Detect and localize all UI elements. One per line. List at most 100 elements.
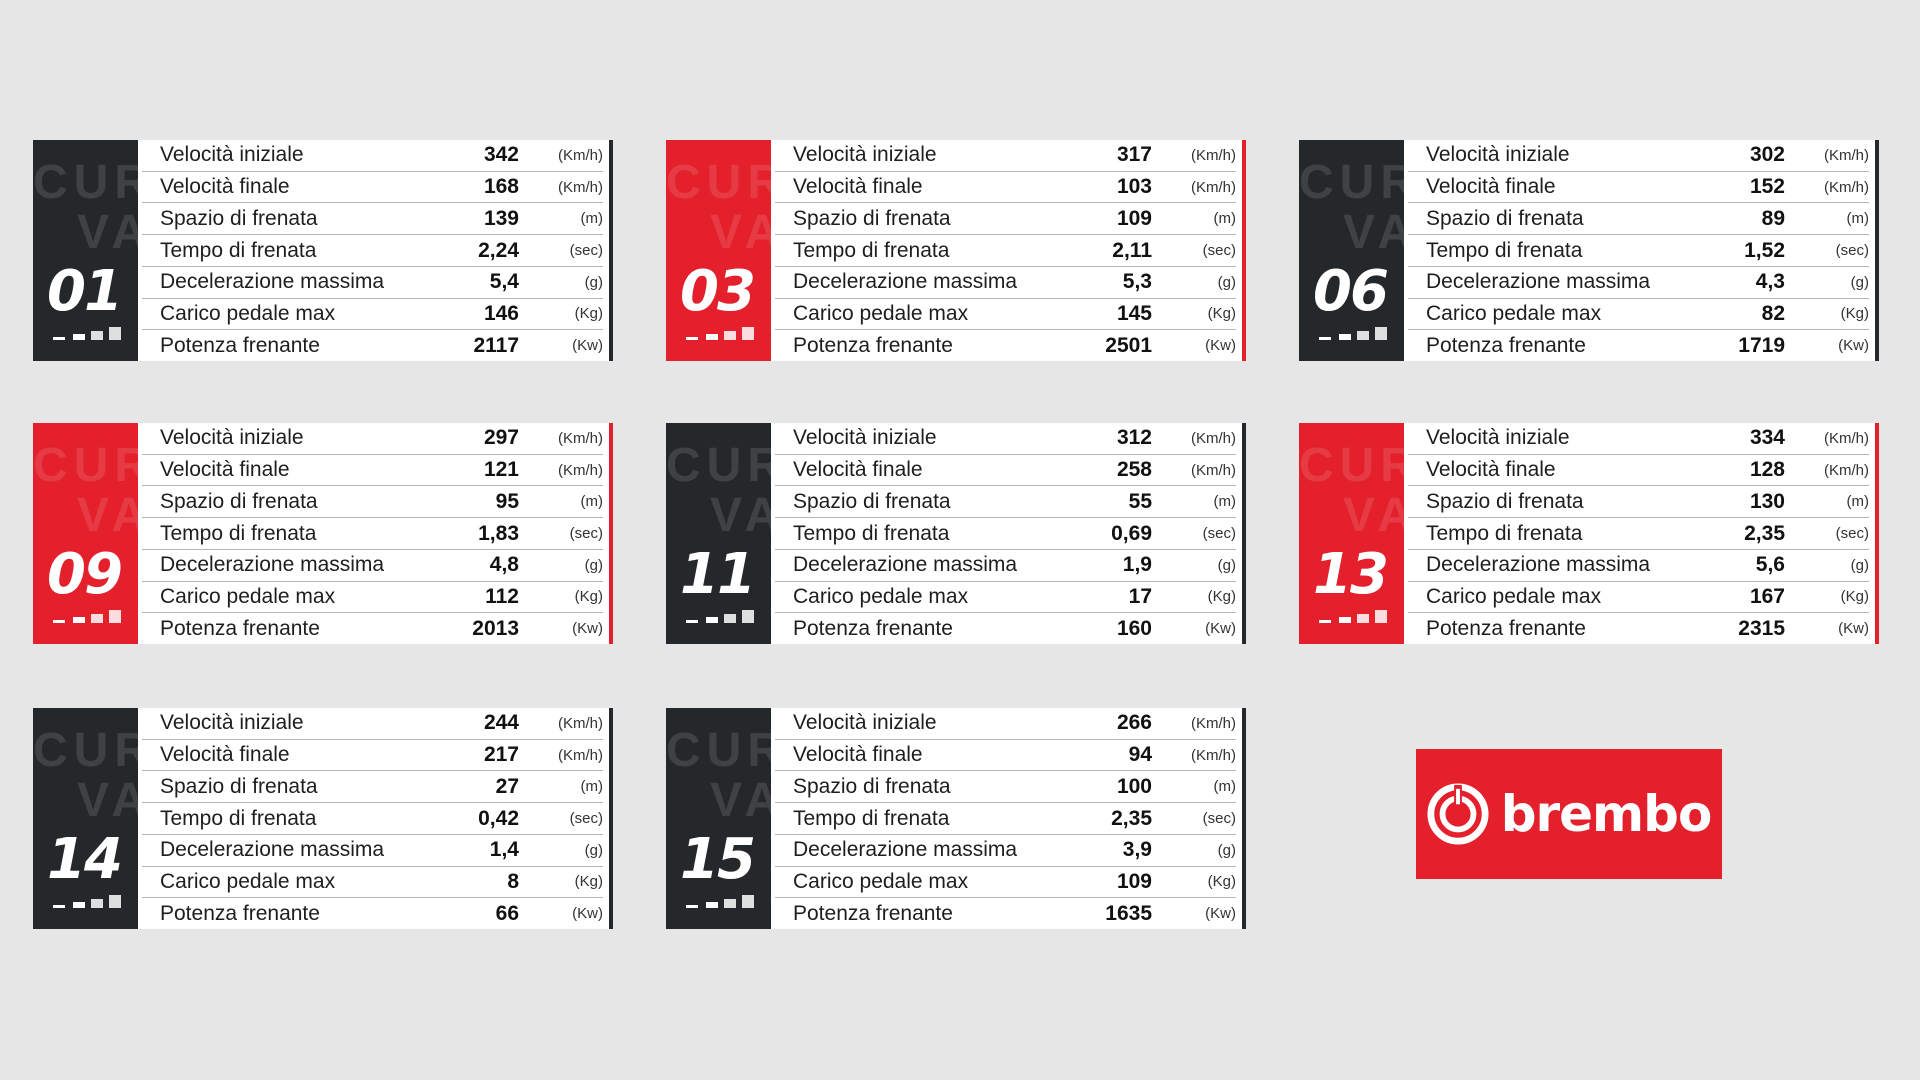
stat-label: Tempo di frenata: [1426, 521, 1583, 545]
stat-label: Carico pedale max: [793, 584, 969, 608]
stat-label: Carico pedale max: [160, 869, 336, 893]
stat-row: Carico pedale max 109 (Kg): [775, 867, 1236, 899]
curva-watermark: CUR VA: [1299, 156, 1404, 259]
stat-row: Tempo di frenata 0,42 (sec): [142, 803, 603, 835]
stat-unit: (sec): [569, 242, 603, 260]
stat-row: Velocità iniziale 342 (Km/h): [142, 140, 603, 172]
stat-unit: (Km/h): [1191, 146, 1236, 164]
stat-row: Potenza frenante 2315 (Kw): [1408, 613, 1869, 644]
stat-row: Decelerazione massima 5,4 (g): [142, 267, 603, 299]
brembo-logo-icon: [1427, 783, 1489, 845]
stat-value: 5,3: [1122, 270, 1152, 294]
stat-value: 297: [483, 426, 519, 450]
stat-row: Spazio di frenata 27 (m): [142, 771, 603, 804]
stat-unit: (Kg): [574, 873, 603, 891]
stat-row: Tempo di frenata 1,52 (sec): [1408, 235, 1869, 267]
stat-row: Velocità iniziale 297 (Km/h): [142, 423, 603, 455]
stat-unit: (g): [584, 556, 603, 574]
stat-row: Carico pedale max 112 (Kg): [142, 582, 603, 614]
curve-tag: CUR VA 13: [1299, 423, 1404, 644]
stat-unit: (m): [1213, 210, 1237, 228]
stat-row: Potenza frenante 2117 (Kw): [142, 330, 603, 361]
stat-value: 1,9: [1122, 553, 1152, 577]
curve-number: 03: [680, 259, 756, 324]
stat-label: Tempo di frenata: [1426, 238, 1583, 262]
stat-label: Velocità finale: [1426, 458, 1556, 482]
stat-value: 312: [1116, 426, 1152, 450]
stat-value: 1,83: [478, 521, 519, 545]
stat-unit: (sec): [569, 525, 603, 543]
stat-label: Decelerazione massima: [793, 553, 1018, 577]
stat-row: Spazio di frenata 100 (m): [775, 771, 1236, 804]
stat-unit: (Km/h): [558, 746, 603, 764]
stat-row: Velocità finale 94 (Km/h): [775, 740, 1236, 772]
stat-unit: (Km/h): [1191, 746, 1236, 764]
stat-unit: (sec): [1835, 525, 1869, 543]
curve-card-09: CUR VA 09 Velocità iniziale 297 (Km/h) Velo…: [33, 423, 613, 644]
stat-unit: (Km/h): [1824, 429, 1869, 447]
stat-value: 2,24: [478, 238, 519, 262]
stat-value: 109: [1116, 869, 1152, 893]
curve-number: 11: [680, 542, 756, 607]
stat-value: 94: [1128, 743, 1152, 767]
stat-unit: (g): [1217, 273, 1236, 291]
stat-row: Tempo di frenata 1,83 (sec): [142, 518, 603, 550]
stat-row: Potenza frenante 1719 (Kw): [1408, 330, 1869, 361]
stat-row: Carico pedale max 82 (Kg): [1408, 299, 1869, 331]
stat-row: Tempo di frenata 2,11 (sec): [775, 235, 1236, 267]
stat-label: Carico pedale max: [1426, 584, 1602, 608]
stat-value: 89: [1761, 206, 1785, 230]
stat-label: Decelerazione massima: [793, 838, 1018, 862]
stat-unit: (m): [1213, 493, 1237, 511]
stat-row: Decelerazione massima 1,9 (g): [775, 550, 1236, 582]
stat-unit: (Km/h): [558, 178, 603, 196]
stats-table: Velocità iniziale 244 (Km/h) Velocità fina…: [138, 708, 613, 929]
stat-label: Tempo di frenata: [160, 806, 317, 830]
stat-value: 167: [1749, 584, 1785, 608]
stat-value: 112: [485, 584, 519, 608]
stat-row: Spazio di frenata 89 (m): [1408, 203, 1869, 236]
curve-number: 15: [680, 827, 756, 892]
stat-row: Tempo di frenata 2,35 (sec): [775, 803, 1236, 835]
curve-card-06: CUR VA 06 Velocità iniziale 302 (Km/h) Velo…: [1299, 140, 1879, 361]
stat-unit: (g): [1217, 841, 1236, 859]
stat-value: 2,35: [1744, 521, 1785, 545]
stat-value: 302: [1749, 143, 1785, 167]
stat-label: Tempo di frenata: [160, 238, 317, 262]
stat-row: Decelerazione massima 3,9 (g): [775, 835, 1236, 867]
stat-unit: (Km/h): [1191, 178, 1236, 196]
stat-unit: (Kg): [1207, 588, 1236, 606]
stat-unit: (g): [1850, 273, 1869, 291]
stats-table: Velocità iniziale 317 (Km/h) Velocità fina…: [771, 140, 1246, 361]
stat-label: Velocità finale: [1426, 175, 1556, 199]
stat-value: 8: [507, 869, 519, 893]
card-edge-stripe: [609, 708, 613, 929]
stat-row: Velocità iniziale 266 (Km/h): [775, 708, 1236, 740]
curva-watermark: CUR VA: [1299, 439, 1404, 542]
stat-value: 109: [1116, 206, 1152, 230]
stat-row: Potenza frenante 2501 (Kw): [775, 330, 1236, 361]
stat-label: Carico pedale max: [793, 869, 969, 893]
curve-card-01: CUR VA 01 Velocità iniziale 342 (Km/h) Velo…: [33, 140, 613, 361]
stat-label: Carico pedale max: [793, 301, 969, 325]
stat-value: 342: [483, 143, 519, 167]
stat-label: Velocità iniziale: [160, 711, 304, 735]
stats-table: Velocità iniziale 297 (Km/h) Velocità fina…: [138, 423, 613, 644]
ticks-icon: [686, 894, 756, 908]
stat-unit: (Kg): [1840, 305, 1869, 323]
card-edge-stripe: [609, 423, 613, 644]
stat-value: 266: [1116, 711, 1152, 735]
stat-value: 2013: [472, 616, 519, 640]
stat-unit: (Km/h): [558, 714, 603, 732]
stat-value: 2,35: [1111, 806, 1152, 830]
stat-value: 1,4: [489, 838, 519, 862]
stat-unit: (Kw): [572, 337, 603, 355]
stat-row: Decelerazione massima 1,4 (g): [142, 835, 603, 867]
stat-row: Velocità iniziale 317 (Km/h): [775, 140, 1236, 172]
stat-label: Potenza frenante: [793, 901, 953, 925]
stat-label: Tempo di frenata: [793, 521, 950, 545]
stat-row: Decelerazione massima 4,8 (g): [142, 550, 603, 582]
stat-label: Decelerazione massima: [1426, 270, 1651, 294]
curve-card-14: CUR VA 14 Velocità iniziale 244 (Km/h) Velo…: [33, 708, 613, 929]
stat-unit: (Km/h): [1191, 461, 1236, 479]
